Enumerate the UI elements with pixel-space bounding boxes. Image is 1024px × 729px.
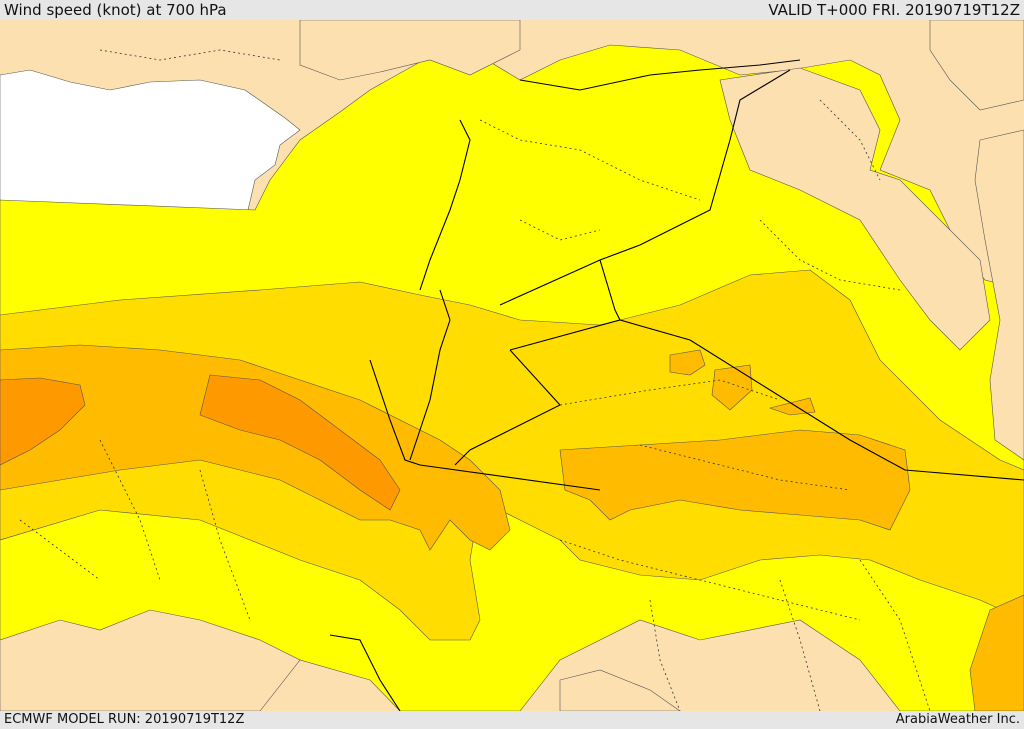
credit: ArabiaWeather Inc. (895, 712, 1020, 727)
land-patch-east (974, 129, 1024, 461)
province-boundaries (19, 49, 931, 711)
wind-band-3-east (559, 429, 911, 531)
map-footer: ECMWF MODEL RUN: 20190719T12Z ArabiaWeat… (0, 711, 1024, 729)
wind-band-4-west (0, 377, 86, 466)
wind-band-3-southeast (969, 594, 1024, 711)
wind-band-3-patch-b (711, 364, 753, 411)
map-title: Wind speed (knot) at 700 hPa (4, 1, 227, 19)
country-borders (329, 59, 1024, 711)
wind-speed-map (0, 20, 1024, 711)
land-patch-northeast (929, 20, 1024, 111)
wind-band-2 (0, 269, 1024, 641)
map-canvas (0, 20, 1024, 711)
wind-band-3-patch-a (669, 349, 706, 376)
map-header: Wind speed (knot) at 700 hPa VALID T+000… (0, 0, 1024, 20)
land-patch-anatolia (299, 20, 521, 81)
land-patch-iran (719, 67, 991, 351)
wind-band-4-center (199, 374, 401, 511)
land-patch-sahara (0, 609, 301, 711)
valid-time: VALID T+000 FRI. 20190719T12Z (768, 1, 1020, 19)
land-patch-arabia-south (559, 669, 681, 711)
model-run: ECMWF MODEL RUN: 20190719T12Z (4, 712, 245, 727)
